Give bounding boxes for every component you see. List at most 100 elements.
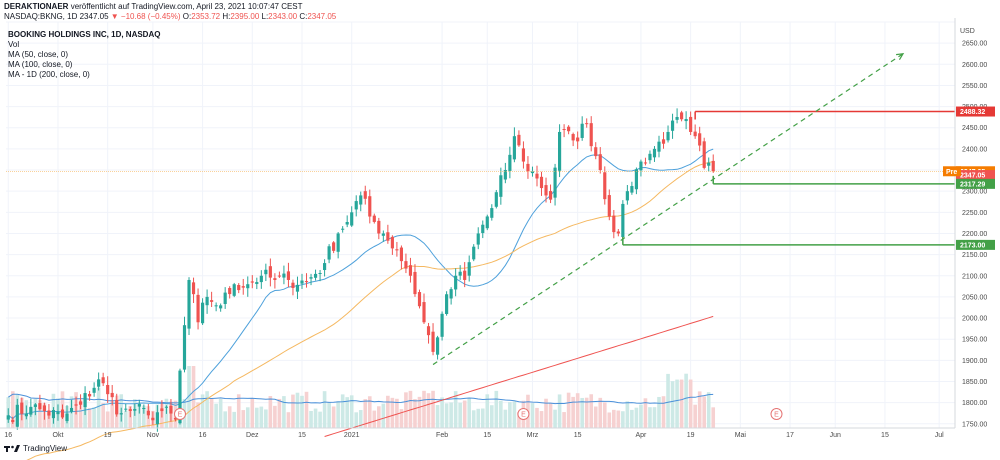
- candle-body: [472, 246, 476, 260]
- low-value: 2343.00: [268, 12, 298, 21]
- candle-body: [630, 186, 634, 193]
- candle-body: [160, 408, 164, 412]
- time-tick-label: 16: [4, 432, 12, 439]
- candle-body: [598, 154, 602, 171]
- earnings-marker-label: E: [178, 412, 183, 419]
- candle-body: [133, 408, 137, 411]
- candle-body: [83, 393, 87, 408]
- volume-bar: [273, 405, 277, 428]
- candle-body: [42, 405, 46, 412]
- candle-body: [327, 246, 331, 260]
- volume-bar: [390, 397, 395, 428]
- volume-bar: [544, 398, 548, 428]
- time-tick-label: 15: [881, 432, 889, 439]
- candle-body: [666, 131, 670, 141]
- candle-body: [47, 410, 51, 416]
- volume-bar: [110, 400, 115, 428]
- volume-bar: [105, 411, 110, 428]
- candle-body: [684, 119, 688, 122]
- volume-bar: [471, 410, 476, 428]
- legend-vol[interactable]: Vol: [8, 40, 20, 49]
- volume-bar: [670, 381, 675, 428]
- volume-bar: [313, 408, 318, 428]
- volume-bar: [264, 409, 268, 428]
- price-tick-label: 1800.00: [962, 400, 987, 407]
- price-tick-label: 1950.00: [962, 337, 987, 344]
- candle-body: [426, 326, 431, 336]
- volume-bar: [580, 397, 584, 428]
- volume-bar: [571, 396, 575, 428]
- candle-body: [214, 305, 218, 307]
- volume-bar: [232, 411, 237, 428]
- earnings-marker: [770, 408, 783, 420]
- close-label: C:: [299, 12, 308, 21]
- volume-bar: [467, 398, 472, 428]
- time-tick-label: Dez: [246, 432, 259, 439]
- candle-body: [562, 129, 566, 131]
- volume-bar: [489, 405, 494, 428]
- candle-body: [707, 162, 711, 166]
- time-tick-label: Jul: [935, 432, 944, 439]
- candle-body: [585, 123, 589, 125]
- volume-bar: [598, 397, 603, 428]
- candle-body: [539, 176, 544, 189]
- volume-bar: [539, 411, 544, 428]
- volume-bar: [259, 406, 264, 428]
- high-value: 2395.00: [230, 12, 260, 21]
- volume-bar: [196, 402, 200, 428]
- volume-bar: [413, 399, 417, 428]
- ma200-line: [324, 315, 714, 437]
- time-tick-label: Feb: [436, 432, 448, 439]
- published-text: veröffentlicht auf TradingView.com, Apri…: [70, 2, 303, 11]
- volume-bar: [602, 402, 607, 428]
- volume-bar: [87, 408, 92, 428]
- volume-bar: [254, 407, 259, 428]
- candle-body: [205, 296, 209, 306]
- volume-bar: [575, 393, 580, 428]
- time-tick-label: Mrz: [527, 432, 539, 439]
- candle-body: [255, 282, 259, 285]
- last-price: 2347.05: [79, 12, 109, 21]
- candle-body: [323, 263, 327, 271]
- candle-body: [106, 385, 110, 395]
- earnings-marker: [173, 408, 186, 420]
- candle-body: [277, 275, 281, 277]
- volume-bar: [241, 410, 246, 428]
- price-tick-label: 2650.00: [962, 41, 987, 48]
- candle-body: [463, 270, 467, 280]
- volume-bar: [395, 398, 399, 428]
- candle-body: [286, 271, 291, 280]
- price-tag-bg: [956, 178, 995, 189]
- candle-body: [490, 208, 494, 218]
- candle-body: [24, 413, 28, 417]
- time-tick-label: Apr: [635, 432, 647, 439]
- candle-body: [313, 273, 318, 278]
- trendline: [432, 53, 904, 366]
- legend-ma200[interactable]: MA - 1D (200, close, 0): [8, 70, 90, 79]
- volume-bar: [318, 411, 322, 428]
- volume-bar: [277, 398, 282, 428]
- candle-body: [661, 139, 666, 144]
- volume-bar: [503, 409, 508, 428]
- price-tick-label: 1850.00: [962, 379, 987, 386]
- legend-ma100[interactable]: MA (100, close, 0): [8, 60, 73, 69]
- candle-body: [517, 134, 521, 146]
- legend-ma50[interactable]: MA (50, close, 0): [8, 50, 69, 59]
- volume-bar: [101, 403, 105, 428]
- candle-body: [51, 409, 56, 419]
- candle-body: [390, 236, 394, 249]
- time-tick-label: 2021: [344, 432, 360, 439]
- candle-body: [11, 419, 15, 423]
- indicator-legend[interactable]: BOOKING HOLDINGS INC, 1D, NASDAQ Vol MA …: [8, 30, 160, 80]
- pre-market-tag-label: Pre: [946, 169, 957, 176]
- time-tick-label: 19: [104, 432, 112, 439]
- candle-body: [295, 284, 300, 292]
- volume-bar: [214, 403, 218, 428]
- ma50-line: [7, 148, 714, 420]
- candle-body: [544, 185, 548, 196]
- volume-bar: [200, 394, 205, 428]
- candle-body: [580, 123, 584, 138]
- candle-body: [689, 116, 693, 132]
